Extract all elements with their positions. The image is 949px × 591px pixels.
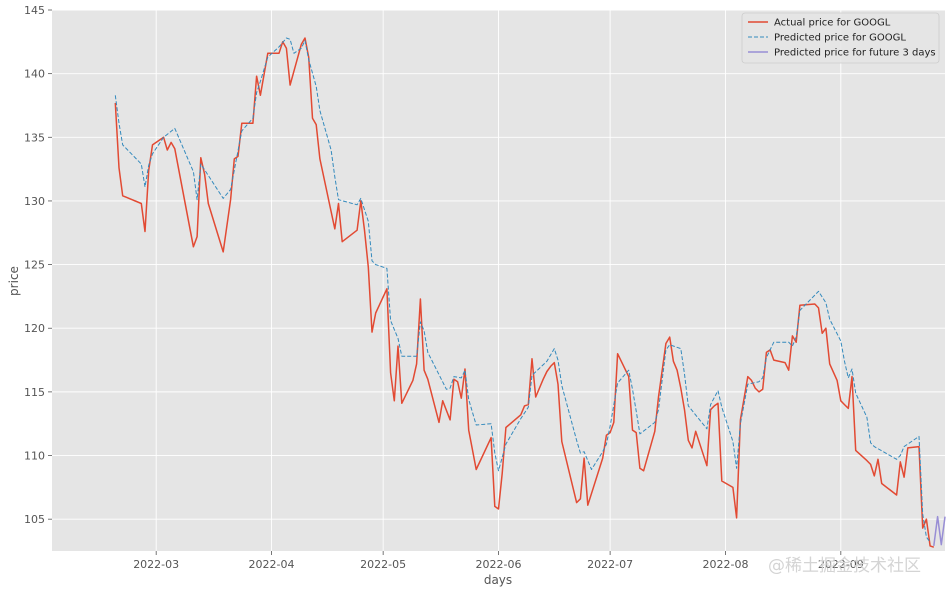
y-tick-label: 105 xyxy=(24,513,45,526)
y-tick-label: 145 xyxy=(24,4,45,17)
y-tick-label: 110 xyxy=(24,450,45,463)
x-tick-label: 2022-07 xyxy=(587,558,633,571)
x-axis-label: days xyxy=(484,573,512,587)
y-tick-label: 120 xyxy=(24,322,45,335)
y-tick-label: 135 xyxy=(24,131,45,144)
series-group xyxy=(114,37,946,548)
y-tick-label: 130 xyxy=(24,195,45,208)
y-tick-label: 125 xyxy=(24,259,45,272)
legend-label-predicted: Predicted price for GOOGL xyxy=(774,33,906,44)
x-tick-label: 2022-08 xyxy=(702,558,748,571)
x-tick-label: 2022-06 xyxy=(476,558,522,571)
future-prediction-line xyxy=(933,515,946,546)
legend-box xyxy=(741,12,940,64)
y-axis-label: price xyxy=(7,266,21,296)
x-tick-label: 2022-05 xyxy=(360,558,406,571)
watermark: @稀土掘金技术社区 xyxy=(768,556,921,576)
x-tick-label: 2022-03 xyxy=(133,558,179,571)
legend-label-actual: Actual price for GOOGL xyxy=(774,18,891,29)
actual-price-line xyxy=(114,37,935,548)
predicted-price-line xyxy=(114,37,931,543)
y-tick-label: 140 xyxy=(24,68,45,81)
ticks: 105 110 115 120 125 130 135 140 145 2022-03 2022-0… xyxy=(24,4,864,571)
y-tick-label: 115 xyxy=(24,386,45,399)
grid xyxy=(52,9,945,551)
x-tick-label: 2022-04 xyxy=(249,558,295,571)
legend: Actual price for GOOGL Predicted price f… xyxy=(741,12,940,64)
x-tick-label: 2022-09 xyxy=(818,558,864,571)
legend-label-future: Predicted price for future 3 days xyxy=(774,48,936,59)
